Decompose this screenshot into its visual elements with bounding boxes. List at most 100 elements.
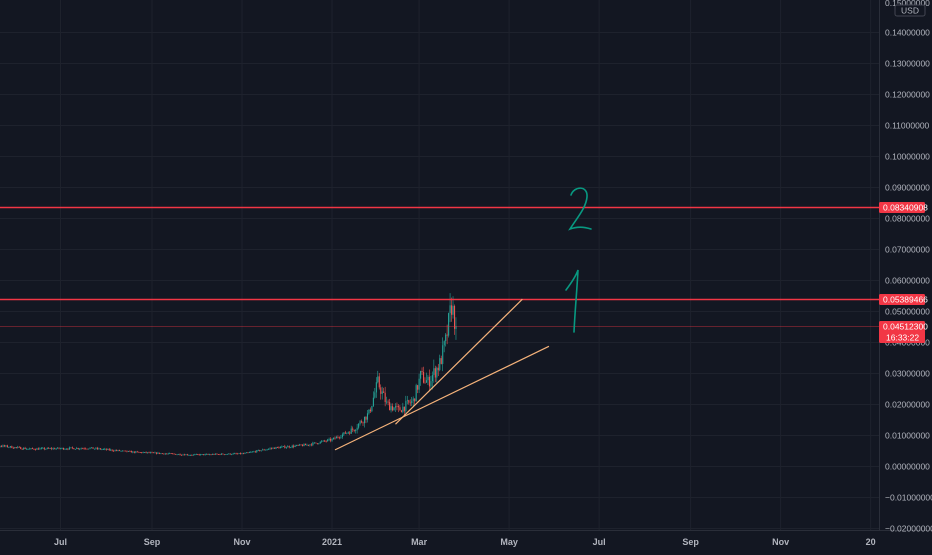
candle-body: [245, 452, 248, 454]
candle-body: [275, 447, 277, 449]
candle-body: [179, 454, 181, 455]
y-tick-label[interactable]: 0.13000000: [885, 59, 930, 69]
y-tick-label[interactable]: 0.09000000: [885, 183, 930, 193]
y-tick-label[interactable]: 0.11000000: [885, 121, 930, 131]
y-tick-label[interactable]: −0.02000000: [885, 524, 932, 534]
y-tick-label[interactable]: 0.02000000: [885, 400, 930, 410]
candle-body: [5, 445, 7, 447]
x-tick-label[interactable]: Nov: [772, 537, 789, 547]
x-tick-label[interactable]: Jul: [54, 537, 67, 547]
candle-body: [272, 447, 274, 449]
candle-body: [408, 400, 410, 403]
x-tick-label[interactable]: Sep: [682, 537, 699, 547]
y-tick-label[interactable]: 0.06000000: [885, 276, 930, 286]
currency-badge[interactable]: USD: [894, 4, 926, 17]
candle-body: [95, 447, 97, 449]
candle-body: [114, 450, 116, 452]
trendline[interactable]: [395, 298, 523, 425]
candle-body: [372, 397, 374, 406]
candle-body: [448, 313, 450, 336]
candle-body: [334, 437, 336, 439]
candle-body: [101, 449, 103, 451]
candle-body: [173, 453, 175, 455]
x-tick-label[interactable]: 20: [866, 537, 876, 547]
candle-body: [365, 416, 367, 420]
candle-body: [241, 453, 243, 455]
candle-body: [151, 452, 153, 454]
candle-body: [24, 447, 26, 449]
annotation-2[interactable]: [568, 187, 592, 231]
candle-body: [276, 447, 279, 448]
candle-body: [133, 451, 135, 453]
candle-body: [70, 447, 72, 449]
x-tick-label[interactable]: Mar: [411, 537, 428, 547]
candle-body: [434, 368, 436, 378]
trendline[interactable]: [334, 345, 550, 451]
y-tick-label[interactable]: 0.12000000: [885, 90, 930, 100]
candle-body: [120, 450, 122, 452]
y-tick-label[interactable]: 0.08000000: [885, 214, 930, 224]
y-tick-label[interactable]: 0.03000000: [885, 369, 930, 379]
candle-body: [194, 454, 196, 456]
candle-body: [182, 454, 184, 456]
candle-body: [49, 448, 51, 449]
candle-body: [443, 341, 445, 346]
candle-body: [378, 376, 380, 388]
y-tick-label[interactable]: 0.00000000: [885, 462, 930, 472]
y-tick-label[interactable]: 0.07000000: [885, 245, 930, 255]
candle-body: [424, 382, 426, 384]
trendlines[interactable]: [334, 298, 550, 451]
candle-body: [263, 449, 265, 451]
candle-body: [67, 448, 69, 450]
candle-body: [213, 454, 215, 455]
annotation-1[interactable]: [565, 269, 579, 333]
candle-body: [192, 454, 194, 456]
candle-body: [30, 448, 32, 449]
candle-body: [127, 451, 129, 452]
candle-body: [231, 454, 233, 456]
candle-body: [138, 451, 140, 453]
x-tick-label[interactable]: Nov: [234, 537, 251, 547]
candle-body: [254, 451, 256, 453]
candle-body: [65, 448, 68, 450]
candle-body: [86, 448, 88, 450]
candle-body: [195, 454, 197, 455]
candle-body: [303, 444, 305, 447]
candle-body: [211, 454, 214, 455]
candle-body: [89, 447, 91, 449]
candle-body: [90, 447, 93, 449]
candle-body: [147, 452, 149, 454]
candle-body: [145, 452, 147, 453]
x-tick-label[interactable]: Sep: [144, 537, 161, 547]
x-tick-label[interactable]: May: [500, 537, 518, 547]
y-tick-label[interactable]: −0.01000000: [885, 493, 932, 503]
candle-body: [244, 452, 246, 454]
candle-body: [203, 454, 205, 455]
candle-body: [150, 452, 152, 454]
y-tick-label[interactable]: 0.01000000: [885, 431, 930, 441]
y-tick-label[interactable]: 0.05000000: [885, 307, 930, 317]
candle-body: [232, 453, 234, 455]
candle-body: [330, 438, 332, 441]
y-tick-label[interactable]: 0.15000000: [885, 0, 930, 8]
candle-body: [3, 445, 6, 447]
x-tick-label[interactable]: 2021: [322, 537, 342, 547]
candle-body: [148, 452, 150, 454]
candle-body: [234, 453, 236, 455]
annotations[interactable]: [565, 187, 592, 333]
candle-body: [20, 447, 22, 449]
candle-body: [119, 450, 121, 451]
candle-body: [216, 453, 218, 455]
candle-body: [405, 401, 407, 412]
x-tick-label[interactable]: Jul: [593, 537, 606, 547]
time-axis[interactable]: Jul Sep Nov 2021 Mar May Jul Sep Nov 20: [54, 537, 876, 547]
y-tick-label[interactable]: 0.14000000: [885, 28, 930, 38]
y-tick-label[interactable]: 0.10000000: [885, 152, 930, 162]
candle-body: [135, 451, 137, 453]
candle-body: [431, 375, 433, 382]
candle-body: [392, 406, 394, 411]
horizontal-levels[interactable]: [0, 206, 879, 327]
candle-body: [325, 441, 327, 442]
